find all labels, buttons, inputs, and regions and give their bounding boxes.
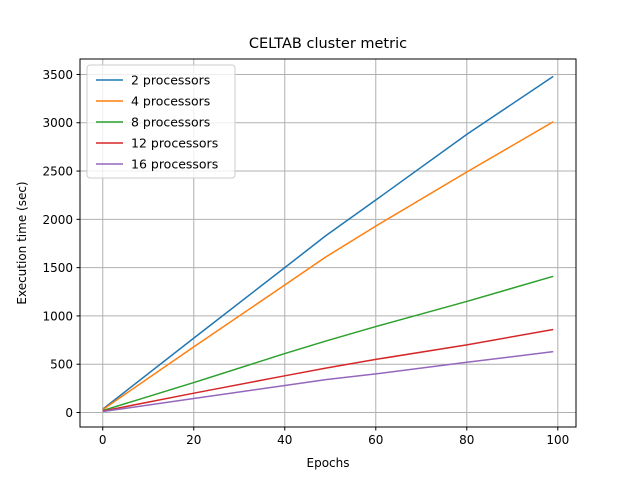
x-tick-label: 100 bbox=[546, 433, 569, 447]
x-axis-title: Epochs bbox=[307, 456, 350, 470]
y-tick-label: 1000 bbox=[42, 309, 73, 323]
y-tick-label: 2500 bbox=[42, 165, 73, 179]
legend-label-8-processors: 8 processors bbox=[131, 115, 210, 130]
series-line-12-processors bbox=[102, 328, 554, 412]
y-tick-label: 3000 bbox=[42, 116, 73, 130]
legend-label-12-processors: 12 processors bbox=[131, 136, 218, 151]
x-tick-label: 20 bbox=[186, 433, 201, 447]
plot-frame bbox=[79, 58, 577, 428]
legend-label-2-processors: 2 processors bbox=[131, 73, 210, 88]
series-line-16-processors bbox=[102, 350, 554, 413]
y-tick-label: 3500 bbox=[42, 68, 73, 82]
legend-label-4-processors: 4 processors bbox=[131, 94, 210, 109]
series-line-2-processors bbox=[102, 75, 554, 410]
y-axis-title: Execution time (sec) bbox=[15, 181, 29, 304]
y-tick-label: 1500 bbox=[42, 261, 73, 275]
y-tick-label: 500 bbox=[50, 358, 73, 372]
y-tick-label: 2000 bbox=[42, 213, 73, 227]
legend-label-16-processors: 16 processors bbox=[131, 157, 218, 172]
x-tick-label: 0 bbox=[99, 433, 107, 447]
legend-box bbox=[86, 64, 236, 179]
x-tick-label: 60 bbox=[368, 433, 383, 447]
chart-title: CELTAB cluster metric bbox=[249, 36, 407, 52]
series-line-4-processors bbox=[102, 121, 554, 411]
y-tick-label: 0 bbox=[65, 406, 73, 420]
series-line-8-processors bbox=[102, 275, 554, 412]
series-lines bbox=[102, 75, 554, 413]
x-tick-label: 40 bbox=[277, 433, 292, 447]
x-tick-label: 80 bbox=[459, 433, 474, 447]
legend: 2 processors 4 processors 8 processors 12 p… bbox=[86, 64, 236, 179]
grid-lines bbox=[80, 59, 576, 427]
